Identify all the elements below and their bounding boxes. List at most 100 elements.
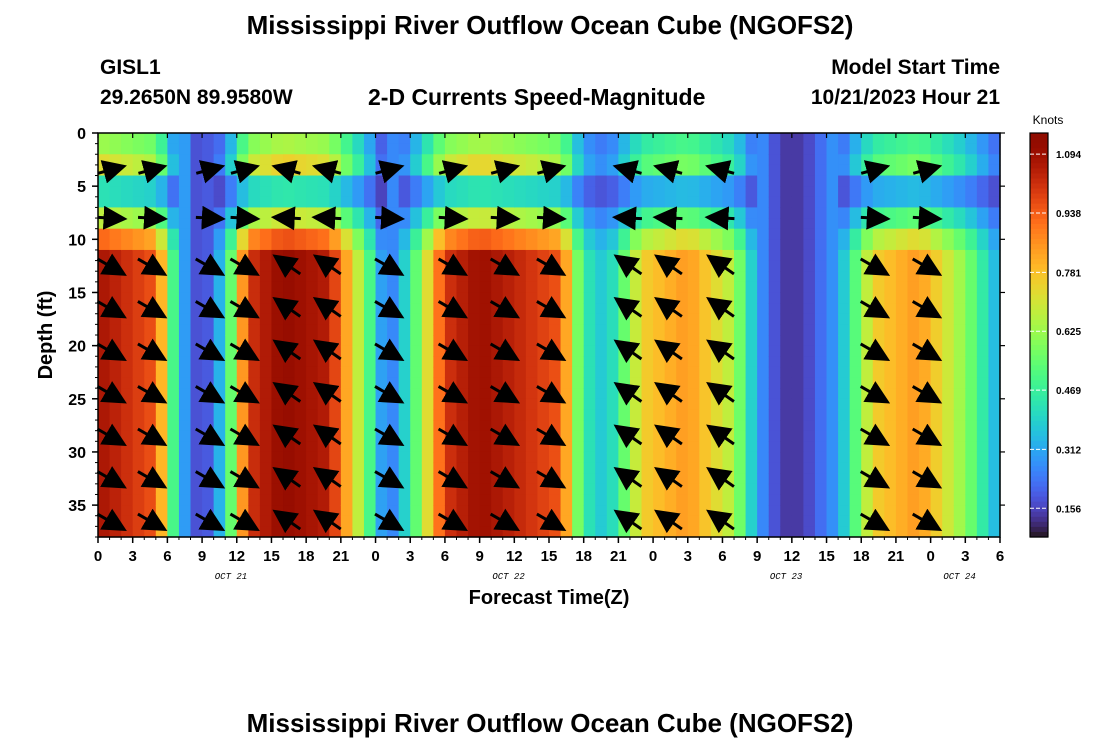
heatmap-cell [340,420,354,432]
current-vector [613,424,643,449]
heatmap-cell [410,154,423,166]
heatmap-cell [699,335,712,347]
heatmap-cell [757,324,770,336]
heatmap-cell [352,239,365,251]
heatmap-cell [826,154,839,166]
heatmap-cell [907,430,920,442]
x-tick-label: 9 [753,548,761,565]
heatmap-cell [259,345,273,357]
heatmap-cell [664,366,677,379]
heatmap-cell [213,164,226,177]
heatmap-cell [780,356,793,368]
heatmap-cell [976,388,990,400]
heatmap-cell [976,335,990,347]
heatmap-cell [814,398,828,411]
heatmap-cell [167,196,180,209]
heatmap-cell [560,196,573,209]
heatmap-cell [236,196,249,209]
heatmap-cell [271,494,284,506]
heatmap-cell [144,409,157,421]
heatmap-cell [595,133,608,145]
heatmap-cell [942,207,955,219]
heatmap-cell [178,271,192,283]
heatmap-cell [225,441,238,453]
heatmap-cell [618,441,631,453]
heatmap-cell [791,249,805,262]
heatmap-cell [433,430,446,442]
colorbar-tick-label: 1.094 [1056,150,1081,161]
heatmap-cell [814,441,828,453]
heatmap-cell [167,164,180,177]
heatmap-cell [583,175,596,187]
heatmap-cell [98,324,111,336]
heatmap-cell [768,133,781,145]
heatmap-cell [248,409,261,421]
heatmap-cell [572,462,585,474]
heatmap-cell [988,292,1001,304]
heatmap-cell [398,335,411,347]
heatmap-cell [213,324,226,336]
heatmap-cell [202,420,215,432]
heatmap-cell [595,409,608,421]
heatmap-cell [352,409,365,421]
heatmap-cell [502,398,515,411]
heatmap-cell [213,281,226,294]
heatmap-cell [444,154,458,166]
heatmap-cell [340,143,354,155]
heatmap-cell [757,366,770,379]
heatmap-cell [178,515,192,527]
y-tick-label: 30 [68,445,86,462]
heatmap-cell [479,260,492,272]
heatmap-cell [919,526,932,538]
heatmap-cell [340,473,354,485]
heatmap-cell [757,239,770,251]
heatmap-cell [895,133,909,145]
heatmap-cell [132,218,145,230]
heatmap-cell [502,462,515,474]
heatmap-cell [734,260,747,272]
heatmap-cell [953,345,966,357]
heatmap-cell [768,430,781,442]
heatmap-cell [468,324,481,336]
heatmap-cell [375,526,388,538]
heatmap-cell [791,388,805,400]
colorbar-swatch [1030,375,1048,382]
heatmap-cell [468,164,481,177]
heatmap-cell [965,430,978,442]
heatmap-cell [803,345,816,357]
heatmap-cell [352,164,365,177]
heatmap-cell [468,175,481,187]
y-tick-label: 5 [77,179,86,196]
heatmap-cell [421,228,434,240]
current-vector [652,206,683,231]
heatmap-cell [236,271,249,283]
heatmap-cell [919,196,932,209]
station-coordinates: 29.2650N 89.9580W [100,86,293,109]
heatmap-cell [768,451,781,464]
heatmap-cell [699,398,712,411]
heatmap-cell [329,239,342,251]
heatmap-cell [421,133,434,145]
heatmap-cell [965,451,978,464]
heatmap-cell [479,154,492,166]
heatmap-cell [271,526,284,538]
heatmap-cell [363,249,377,262]
heatmap-cell [988,249,1001,262]
heatmap-cell [375,356,388,368]
heatmap-cell [178,239,192,251]
heatmap-cell [329,335,342,347]
heatmap-cell [202,335,215,347]
heatmap-cell [572,196,585,209]
heatmap-cell [884,494,897,506]
current-vector [536,508,567,532]
heatmap-cell [595,515,608,527]
heatmap-cell [525,133,539,145]
heatmap-cell [884,313,897,325]
heatmap-cell [907,473,920,485]
heatmap-cell [641,239,654,251]
heatmap-cell [456,324,469,336]
heatmap-cell [167,154,180,166]
heatmap-cell [618,366,631,379]
heatmap-cell [525,303,539,315]
colorbar-swatch [1030,420,1048,427]
